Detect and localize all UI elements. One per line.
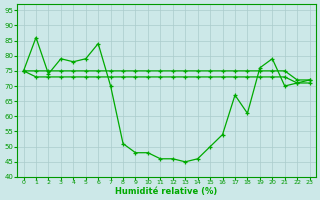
X-axis label: Humidité relative (%): Humidité relative (%) bbox=[116, 187, 218, 196]
